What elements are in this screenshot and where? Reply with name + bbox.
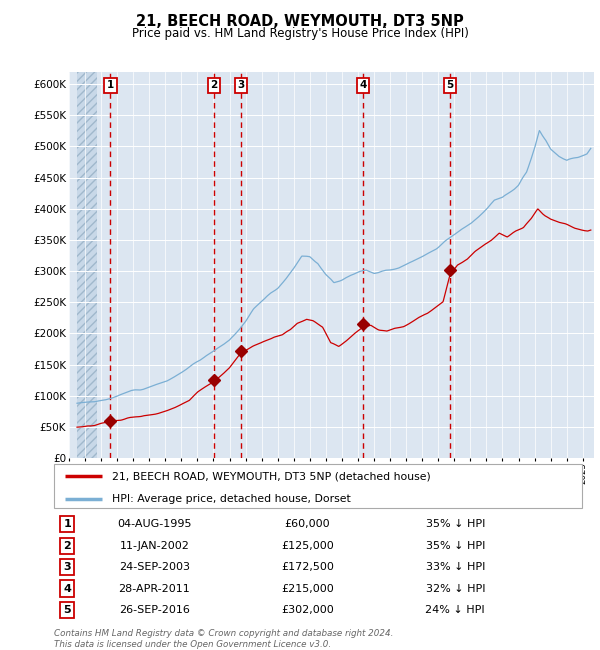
Text: 24% ↓ HPI: 24% ↓ HPI [425, 605, 485, 615]
Bar [77, 72, 97, 458]
Text: 4: 4 [359, 80, 367, 90]
Text: 3: 3 [238, 80, 245, 90]
Text: 4: 4 [63, 584, 71, 593]
Text: 2: 2 [211, 80, 218, 90]
Bar [77, 72, 97, 458]
Text: 26-SEP-2016: 26-SEP-2016 [119, 605, 190, 615]
Text: 1: 1 [64, 519, 71, 529]
Text: 33% ↓ HPI: 33% ↓ HPI [425, 562, 485, 572]
Text: 35% ↓ HPI: 35% ↓ HPI [425, 519, 485, 529]
Text: 1: 1 [107, 80, 114, 90]
Text: £60,000: £60,000 [284, 519, 330, 529]
Text: £125,000: £125,000 [281, 541, 334, 551]
Text: 35% ↓ HPI: 35% ↓ HPI [425, 541, 485, 551]
Text: 21, BEECH ROAD, WEYMOUTH, DT3 5NP: 21, BEECH ROAD, WEYMOUTH, DT3 5NP [136, 14, 464, 29]
Text: £172,500: £172,500 [281, 562, 334, 572]
Text: HPI: Average price, detached house, Dorset: HPI: Average price, detached house, Dors… [112, 493, 351, 504]
Text: Price paid vs. HM Land Registry's House Price Index (HPI): Price paid vs. HM Land Registry's House … [131, 27, 469, 40]
Text: Contains HM Land Registry data © Crown copyright and database right 2024.
This d: Contains HM Land Registry data © Crown c… [54, 629, 394, 649]
FancyBboxPatch shape [54, 464, 582, 508]
Text: 2: 2 [64, 541, 71, 551]
Text: 04-AUG-1995: 04-AUG-1995 [117, 519, 191, 529]
Text: 24-SEP-2003: 24-SEP-2003 [119, 562, 190, 572]
Text: £215,000: £215,000 [281, 584, 334, 593]
Text: 21, BEECH ROAD, WEYMOUTH, DT3 5NP (detached house): 21, BEECH ROAD, WEYMOUTH, DT3 5NP (detac… [112, 471, 431, 482]
Text: 28-APR-2011: 28-APR-2011 [118, 584, 190, 593]
Text: 3: 3 [64, 562, 71, 572]
Text: 5: 5 [64, 605, 71, 615]
Text: 5: 5 [446, 80, 454, 90]
Text: 32% ↓ HPI: 32% ↓ HPI [425, 584, 485, 593]
Text: £302,000: £302,000 [281, 605, 334, 615]
Text: 11-JAN-2002: 11-JAN-2002 [119, 541, 189, 551]
